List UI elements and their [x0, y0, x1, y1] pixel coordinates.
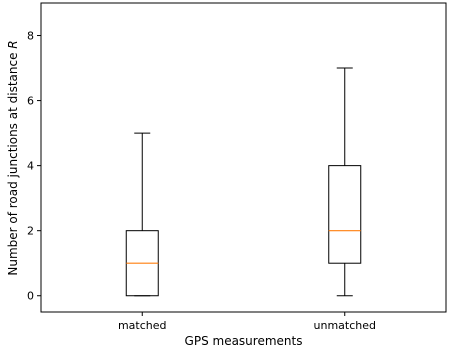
x-axis: matched unmatched: [118, 312, 376, 332]
y-tick-label: 0: [27, 290, 34, 303]
y-tick-label: 4: [27, 160, 34, 173]
plot-frame: [40, 2, 447, 313]
y-tick-label: 2: [27, 225, 34, 238]
x-axis-label: GPS measurements: [185, 334, 303, 348]
y-axis-label: Number of road junctions at distance R: [6, 40, 20, 275]
y-axis-label-variable: R: [6, 40, 20, 48]
box-series: [125, 67, 362, 297]
x-tick-label: unmatched: [314, 319, 376, 332]
y-axis-label-text: Number of road junctions at distance: [6, 49, 20, 276]
box-unmatched: [328, 67, 362, 297]
box-matched: [125, 132, 159, 297]
x-tick-label: matched: [118, 319, 167, 332]
y-tick-label: 8: [27, 30, 34, 43]
y-tick-label: 6: [27, 95, 34, 108]
box-body: [328, 165, 362, 264]
y-axis: 0 2 4 6 8: [27, 30, 41, 303]
